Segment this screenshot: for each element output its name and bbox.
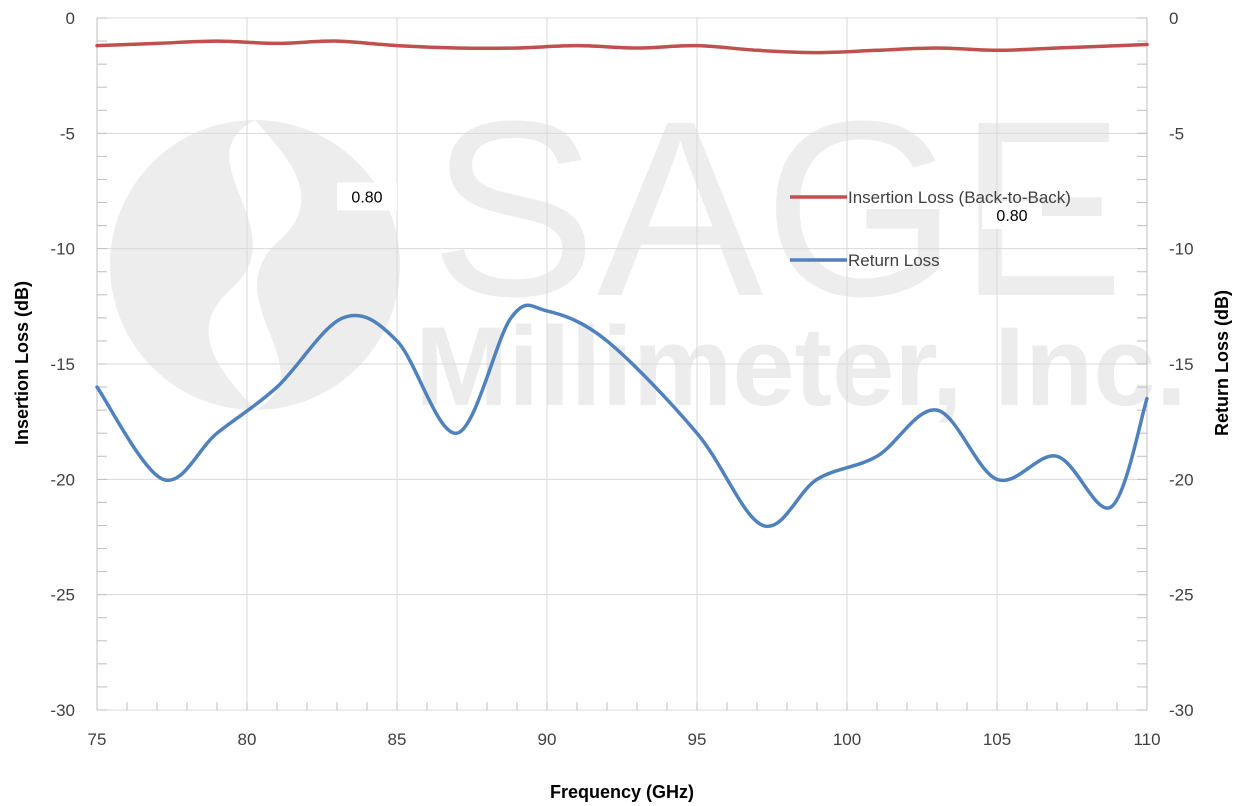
legend-label: Insertion Loss (Back-to-Back) bbox=[848, 188, 1071, 207]
y-tick-label: -15 bbox=[50, 355, 75, 374]
y-tick-label: -5 bbox=[60, 124, 75, 143]
annotations: 0.80 0.80 bbox=[337, 182, 1042, 229]
y-tick-label: 0 bbox=[66, 9, 75, 28]
x-tick-label: 95 bbox=[688, 730, 707, 749]
x-tick-label: 80 bbox=[238, 730, 257, 749]
x-tick-label: 105 bbox=[983, 730, 1011, 749]
x-tick-label: 85 bbox=[388, 730, 407, 749]
series-line-insertion-loss bbox=[95, 39, 1149, 55]
series-line-return-loss bbox=[95, 303, 1149, 529]
annotation-box bbox=[337, 182, 397, 211]
annotation-label: 0.80 bbox=[996, 208, 1027, 225]
y-tick-label: -20 bbox=[50, 470, 75, 489]
grid bbox=[96, 17, 1148, 711]
watermark-logo-swirl bbox=[208, 120, 302, 410]
x-tick-label: 90 bbox=[538, 730, 557, 749]
y-axis-title: Insertion Loss (dB) bbox=[12, 281, 32, 445]
series-layer bbox=[95, 39, 1149, 529]
y2-tick-label: -25 bbox=[1169, 586, 1194, 605]
y2-tick-label: -15 bbox=[1169, 355, 1194, 374]
y-tick-label: -10 bbox=[50, 240, 75, 259]
y-tick-label: -30 bbox=[50, 701, 75, 720]
y2-tick-label: -20 bbox=[1169, 470, 1194, 489]
y2-tick-label: -10 bbox=[1169, 240, 1194, 259]
y2-axis-title: Return Loss (dB) bbox=[1212, 290, 1232, 436]
watermark-subtitle: Millimeter, Inc. bbox=[415, 304, 1187, 429]
axes: 75 80 85 90 95 100 105 110 0 -5 -10 -15 -20 -25 -30 0 -5… bbox=[50, 9, 1193, 749]
y2-tick-label: -30 bbox=[1169, 701, 1194, 720]
y-tick-label: -25 bbox=[50, 586, 75, 605]
legend-label: Return Loss bbox=[848, 251, 940, 270]
x-tick-label: 75 bbox=[88, 730, 107, 749]
annotation-label: 0.80 bbox=[351, 190, 382, 207]
legend: Insertion Loss (Back-to-Back) Return Loss bbox=[790, 188, 1071, 270]
x-tick-label: 100 bbox=[833, 730, 861, 749]
y2-tick-label: 0 bbox=[1169, 9, 1178, 28]
x-tick-label: 110 bbox=[1133, 730, 1160, 749]
annotation-box bbox=[982, 200, 1042, 229]
y2-tick-label: -5 bbox=[1169, 124, 1184, 143]
x-axis-title: Frequency (GHz) bbox=[550, 782, 694, 802]
